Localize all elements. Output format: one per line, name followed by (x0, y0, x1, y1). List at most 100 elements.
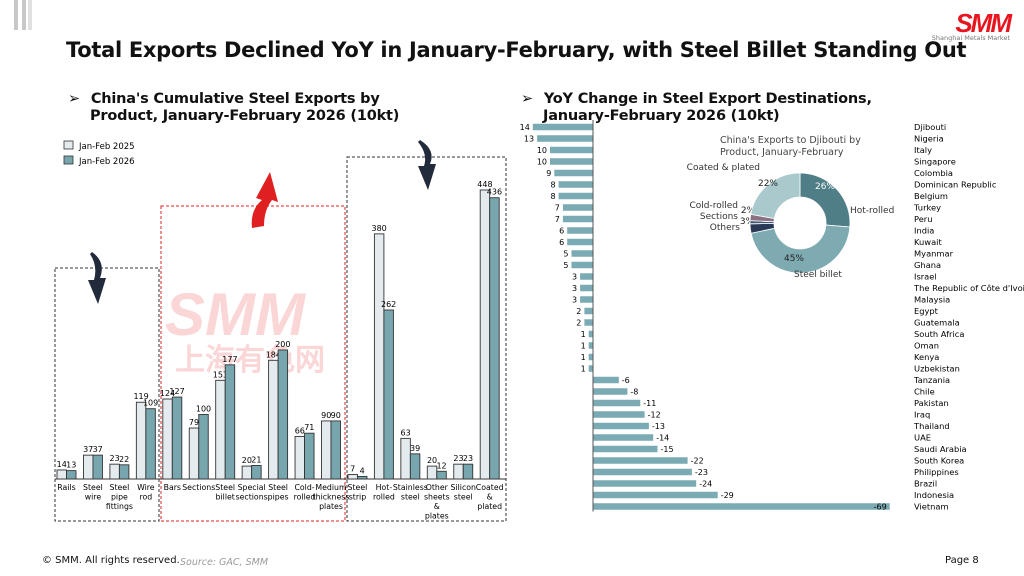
category-label: Hot- (376, 483, 393, 492)
bar-2025 (400, 437, 411, 480)
country-label: Thailand (913, 421, 950, 431)
bar (532, 123, 593, 131)
data-label: -8 (630, 388, 638, 397)
category-label: wire (85, 493, 102, 502)
country-label: UAE (914, 433, 931, 443)
data-label: 436 (487, 188, 502, 197)
bar (580, 284, 593, 292)
category-label: Other (426, 483, 449, 492)
country-label: Saudi Arabia (914, 444, 967, 454)
data-label: 39 (410, 444, 420, 453)
bar-2025 (215, 379, 226, 480)
bar (588, 365, 593, 372)
data-label: 14 (57, 460, 67, 469)
category-label: plates (319, 502, 343, 511)
category-label: Steel (348, 483, 368, 492)
category-label: & (487, 493, 493, 502)
bar (571, 250, 593, 257)
data-label: 90 (331, 411, 341, 420)
bar (593, 491, 718, 499)
slice-percent: 45% (784, 254, 804, 264)
data-label: 6 (559, 227, 564, 236)
data-label: 10 (537, 146, 547, 155)
bar-2026 (304, 432, 315, 480)
category-label: sheets (424, 493, 450, 502)
bar-2026 (409, 453, 421, 480)
bar (593, 445, 658, 453)
bar-2025 (82, 454, 94, 480)
group-box-up (160, 205, 346, 522)
logo-text: SMM (955, 8, 1012, 38)
bar-2025 (426, 465, 438, 480)
bar-2026 (251, 465, 262, 480)
slice-label: Coated & plated (687, 163, 760, 173)
country-label: Israel (914, 272, 937, 282)
data-label: 20 (242, 456, 252, 465)
subtitle-line: January-February 2026 (10kt) (543, 108, 780, 124)
bar (550, 158, 593, 165)
data-label: 63 (401, 428, 411, 437)
category-label: thickness (313, 493, 350, 502)
data-label: 127 (169, 387, 184, 396)
data-label: 177 (222, 355, 237, 364)
up-arrow-icon (251, 172, 278, 228)
data-label: 71 (304, 423, 314, 432)
category-label: Silicon (451, 483, 477, 492)
data-label: -13 (652, 422, 665, 431)
bar (593, 457, 688, 464)
data-label: 200 (275, 340, 290, 349)
category-label: steel (454, 493, 473, 502)
data-label: 5 (563, 250, 568, 259)
country-label: Nigeria (914, 134, 944, 144)
data-label: 6 (559, 238, 564, 247)
bar-2025 (294, 435, 305, 480)
left-subtitle: ➢ China's Cumulative Steel Exports by Pr… (68, 91, 399, 125)
data-label: 4 (360, 466, 365, 475)
bar-2026 (92, 454, 103, 480)
category-label: billet (216, 493, 235, 502)
data-label: 66 (295, 426, 305, 435)
bar (588, 342, 593, 349)
bar-2026 (489, 197, 500, 480)
bar-2025 (162, 398, 173, 480)
data-label: 23 (453, 454, 463, 463)
country-label: South Korea (914, 456, 964, 466)
copyright: © SMM. All rights reserved. (42, 555, 180, 566)
country-label: Uzbekistan (914, 364, 960, 374)
data-label: 124 (160, 389, 175, 398)
data-label: 2 (576, 319, 581, 328)
bar-2025 (321, 420, 332, 480)
legend-swatch-2025 (63, 140, 74, 150)
donut-slice (750, 172, 801, 219)
category-label: Bars (164, 483, 181, 492)
country-label: Brazil (914, 479, 937, 489)
decor-bar (22, 0, 26, 30)
bar (554, 169, 593, 177)
bar (567, 238, 593, 246)
bar-2026 (462, 463, 474, 480)
country-label: Colombia (914, 168, 953, 178)
bar (593, 388, 628, 395)
data-label: 262 (381, 300, 396, 309)
subtitle-line: YoY Change in Steel Export Destinations, (543, 91, 872, 107)
data-label: 14 (520, 123, 530, 132)
category-label: rolled (294, 493, 316, 502)
decor-bar (14, 0, 18, 30)
bar (571, 261, 593, 269)
page-title: Total Exports Declined YoY in January-Fe… (66, 38, 967, 62)
bar (588, 353, 593, 361)
group-box-down (54, 267, 160, 522)
category-label: pipe (111, 493, 128, 502)
slice-percent: 2% (741, 206, 756, 216)
slice-label: Cold-rolled (689, 201, 738, 211)
slice-label: Hot-rolled (850, 206, 894, 216)
country-label: Guatemala (914, 318, 960, 328)
country-label: The Republic of Côte d'Ivoire (913, 283, 1024, 293)
data-label: 90 (321, 411, 331, 420)
country-label: Ghana (914, 260, 941, 270)
country-label: Egypt (914, 306, 939, 316)
bar-2026 (436, 470, 447, 480)
watermark: SMM (165, 281, 305, 348)
